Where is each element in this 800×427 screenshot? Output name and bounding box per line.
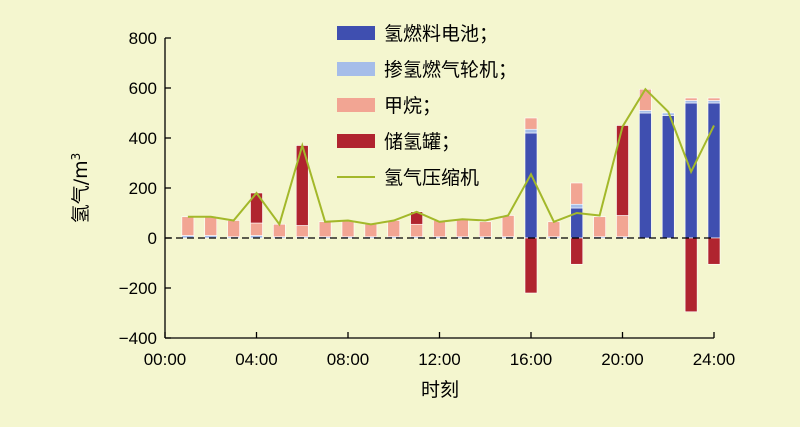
bar-s2-x4 [250,222,263,236]
bar-s2-x12 [433,220,446,238]
bar-s0-x24 [707,102,721,239]
y-tick-label: −400 [119,329,157,348]
y-axis-label-main: 氢气/m [70,160,92,223]
bar-s2-x6 [295,225,309,238]
x-tick-label: 12:00 [418,350,461,369]
bar-s2-x15 [501,215,515,238]
bar-s2-x3 [227,220,240,238]
bar-s2-x13 [456,218,469,238]
legend-swatch-3 [337,134,375,148]
bar-s3-x16 [524,237,538,294]
x-tick-label: 04:00 [235,350,278,369]
bar-s0-x21 [639,112,652,239]
bar-s2-x2 [204,216,218,236]
bar-s2-x18 [570,182,584,205]
bar-s2-x8 [341,220,355,238]
legend-swatch-2 [337,98,375,112]
y-tick-label: 200 [129,179,157,198]
bar-s2-x16 [524,117,538,130]
bar-s2-x1 [181,216,195,236]
ticks: 800 600 400 200 0 −200 −400 00:00 04:00 08:00 12:0… [119,29,736,369]
x-tick-label: 16:00 [510,350,553,369]
bar-s3-x18 [570,237,584,265]
bar-s1-x18 [570,203,584,209]
legend: 氢燃料电池； 掺氢燃气轮机； 甲烷； 储氢罐； 氢气压缩机 [337,23,517,189]
bar-s2-x24 [707,97,721,101]
y-tick-label: 0 [148,229,157,248]
bar-s1-x21 [639,110,652,114]
bar-s0-x16 [524,132,538,239]
bar-s2-x5 [273,223,286,238]
bar-s2-x11 [410,223,423,238]
y-tick-label: 400 [129,129,157,148]
y-axis-label: 氢气/m3 [69,153,92,224]
line-series-0 [187,87,715,227]
bar-s3-x24 [707,237,721,265]
bar-s1-x23 [684,100,698,104]
bar-s2-x7 [318,221,332,238]
legend-label-4: 氢气压缩机 [384,167,479,189]
bar-s2-x19 [593,216,606,238]
x-tick-label: 00:00 [144,350,187,369]
bar-s2-x9 [364,223,378,238]
legend-label-2: 甲烷； [384,95,441,117]
x-tick-label: 24:00 [693,350,736,369]
bar-s1-x16 [524,128,538,134]
bar-s2-x23 [684,97,698,101]
bar-s3-x23 [684,237,698,313]
x-tick-label: 20:00 [601,350,644,369]
plot-area [181,87,721,313]
legend-swatch-1 [337,62,375,76]
bar-s2-x14 [478,221,492,238]
y-axis-label-sup: 3 [69,153,83,161]
legend-swatch-0 [337,26,375,40]
y-tick-label: 600 [129,79,157,98]
y-tick-label: −200 [119,279,157,298]
bar-s1-x24 [707,100,721,104]
legend-label-3: 储氢罐； [384,131,460,153]
legend-label-1: 掺氢燃气轮机； [384,59,517,81]
bar-s2-x17 [547,221,561,238]
bar-s2-x10 [387,220,401,238]
bar-s0-x22 [661,115,675,239]
legend-label-0: 氢燃料电池； [384,23,498,45]
bar-s2-x20 [616,215,629,238]
x-tick-label: 08:00 [327,350,370,369]
y-tick-label: 800 [129,29,157,48]
x-axis-label: 时刻 [421,379,459,401]
